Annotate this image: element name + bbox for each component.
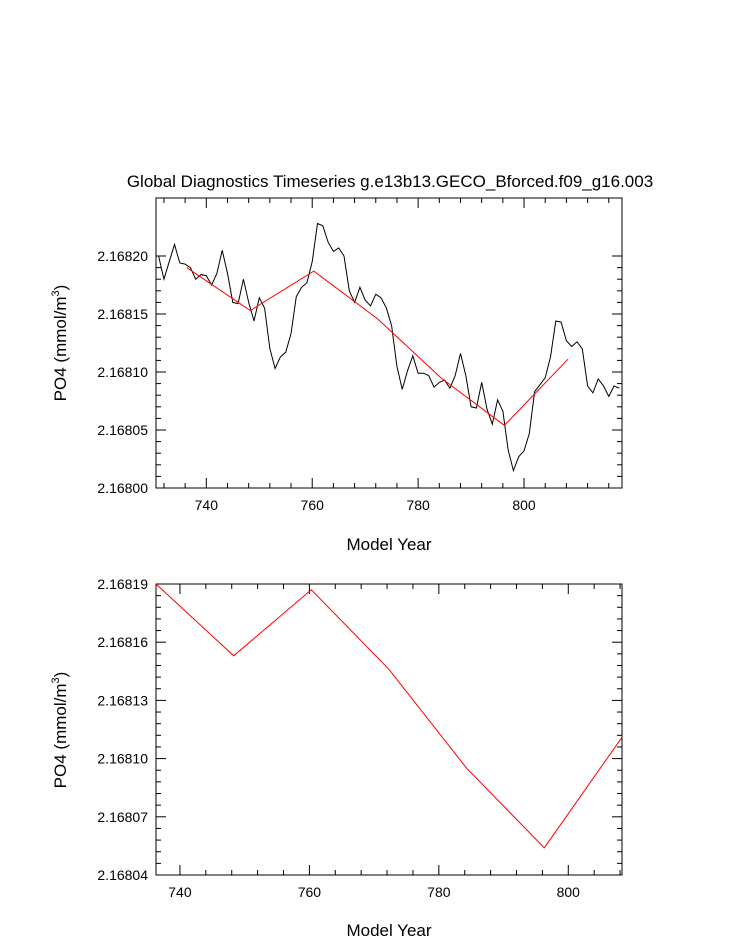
bottom-y-axis-label: PO4 (mmol/m3) bbox=[50, 672, 70, 789]
top-plot-frame bbox=[155, 197, 623, 489]
top-y-axis-label: PO4 (mmol/m3) bbox=[50, 285, 70, 402]
top-x-tick-label: 800 bbox=[512, 497, 536, 513]
bottom-x-tick-label: 800 bbox=[557, 884, 581, 900]
top-x-tick-label: 740 bbox=[195, 497, 219, 513]
bottom-x-tick-label: 780 bbox=[427, 884, 451, 900]
top-y-tick-label: 2.16820 bbox=[97, 248, 148, 264]
bottom-y-tick-label: 2.16813 bbox=[97, 692, 148, 708]
chart-title: Global Diagnostics Timeseries g.e13b13.G… bbox=[127, 172, 653, 191]
top-chart: 740 760 780 800 2.16800 2.16805 2.16810 2.16815… bbox=[50, 197, 623, 554]
bottom-chart: 740 760 780 800 2.16804 2.16807 2.16810 2.16813… bbox=[50, 576, 623, 940]
top-y-tick-label: 2.16810 bbox=[97, 364, 148, 380]
top-ticks: 740 760 780 800 2.16800 2.16805 2.16810 2.16815… bbox=[97, 198, 622, 513]
top-y-tick-label: 2.16815 bbox=[97, 306, 148, 322]
bottom-y-tick-label: 2.16810 bbox=[97, 751, 148, 767]
bottom-ticks: 740 760 780 800 2.16804 2.16807 2.16810 2.16813… bbox=[97, 576, 622, 900]
bottom-series bbox=[155, 583, 623, 849]
top-x-tick-label: 760 bbox=[301, 497, 325, 513]
bottom-plot-frame bbox=[155, 583, 623, 876]
bottom-x-tick-label: 740 bbox=[168, 884, 192, 900]
top-y-tick-label: 2.16800 bbox=[97, 480, 148, 496]
top-series-line-annual bbox=[158, 222, 620, 473]
bottom-y-tick-label: 2.16807 bbox=[97, 809, 148, 825]
top-series-line-12-yr-mean bbox=[186, 267, 569, 427]
top-x-axis-label: Model Year bbox=[346, 535, 431, 554]
bottom-y-tick-label: 2.16804 bbox=[97, 867, 148, 883]
bottom-y-tick-label: 2.16819 bbox=[97, 576, 148, 592]
top-x-tick-label: 780 bbox=[406, 497, 430, 513]
top-y-tick-label: 2.16805 bbox=[97, 422, 148, 438]
bottom-series-line-12-yr-mean bbox=[155, 583, 623, 849]
bottom-y-tick-label: 2.16816 bbox=[97, 634, 148, 650]
bottom-x-tick-label: 760 bbox=[298, 884, 322, 900]
top-series bbox=[158, 222, 620, 473]
bottom-x-axis-label: Model Year bbox=[346, 921, 431, 940]
